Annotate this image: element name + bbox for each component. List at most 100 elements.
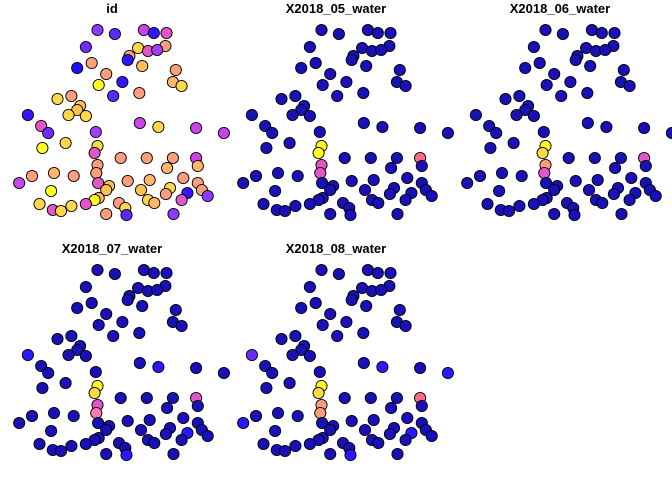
point	[361, 23, 374, 37]
panel-x2018-08-water: X2018_08_water	[237, 241, 454, 462]
point	[303, 349, 316, 363]
point	[260, 141, 273, 155]
point	[376, 120, 389, 134]
point	[201, 429, 214, 443]
point	[21, 348, 34, 362]
point	[614, 151, 627, 165]
point	[108, 267, 121, 281]
point	[414, 361, 427, 375]
point	[371, 266, 384, 280]
point	[167, 447, 180, 461]
point	[312, 386, 325, 400]
point	[548, 183, 561, 197]
point	[309, 296, 322, 310]
point	[580, 41, 593, 55]
point	[114, 151, 127, 165]
point	[608, 26, 621, 40]
point	[175, 79, 188, 93]
point	[13, 176, 26, 190]
point	[71, 301, 84, 315]
point	[324, 183, 337, 197]
point	[615, 207, 628, 221]
point	[357, 116, 370, 130]
point	[100, 207, 113, 221]
point	[100, 67, 113, 81]
point	[36, 141, 49, 155]
point	[25, 409, 39, 423]
point	[344, 448, 357, 462]
point	[331, 329, 344, 343]
point	[90, 166, 103, 180]
point	[85, 296, 98, 310]
point	[393, 303, 406, 317]
point	[324, 307, 337, 321]
point	[91, 23, 104, 37]
point	[357, 86, 370, 100]
point	[136, 59, 149, 73]
point	[100, 447, 113, 461]
point	[324, 67, 337, 81]
point	[515, 169, 528, 183]
point	[303, 109, 316, 123]
point	[399, 79, 412, 93]
point	[367, 173, 380, 187]
point	[121, 293, 134, 307]
point	[42, 366, 55, 380]
point	[137, 263, 150, 277]
point	[415, 159, 428, 173]
point	[62, 348, 75, 362]
point	[132, 281, 145, 295]
panel-x2018-06-water: X2018_06_water	[461, 1, 672, 222]
panel-points-x2018-07-water	[13, 263, 230, 462]
point	[21, 108, 34, 122]
point	[116, 75, 129, 89]
point	[600, 120, 613, 134]
point	[399, 433, 412, 447]
point	[161, 401, 174, 415]
point	[581, 86, 594, 100]
point	[585, 23, 598, 37]
point	[283, 136, 296, 150]
point	[92, 318, 105, 332]
point	[638, 121, 651, 135]
point	[393, 63, 406, 77]
point	[383, 187, 396, 201]
point	[617, 63, 630, 77]
point	[92, 416, 105, 430]
point	[166, 151, 179, 165]
panel-title-x2018-07-water: X2018_07_water	[62, 241, 162, 256]
panel-points-x2018-06-water	[461, 23, 672, 222]
point	[332, 267, 345, 281]
point	[151, 283, 164, 297]
point	[340, 75, 353, 89]
point	[441, 126, 454, 140]
point	[79, 280, 92, 294]
point	[92, 78, 105, 92]
point	[275, 92, 288, 106]
point	[13, 416, 26, 430]
point	[538, 166, 551, 180]
point	[536, 146, 549, 160]
point	[385, 161, 398, 175]
panel-points-x2018-05-water	[237, 23, 454, 222]
point	[133, 86, 146, 100]
point	[36, 381, 49, 395]
point	[425, 189, 438, 203]
point	[415, 399, 428, 413]
panel-title-x2018-08-water: X2018_08_water	[286, 241, 386, 256]
point	[133, 356, 146, 370]
point	[507, 136, 520, 150]
point	[166, 391, 179, 405]
point	[295, 61, 308, 75]
point	[54, 204, 68, 218]
point	[132, 41, 145, 55]
point	[71, 61, 84, 75]
point	[45, 424, 58, 438]
point	[143, 173, 156, 187]
point	[159, 427, 172, 441]
point	[665, 126, 672, 140]
point	[79, 437, 92, 451]
point	[286, 108, 299, 122]
point	[160, 26, 173, 40]
